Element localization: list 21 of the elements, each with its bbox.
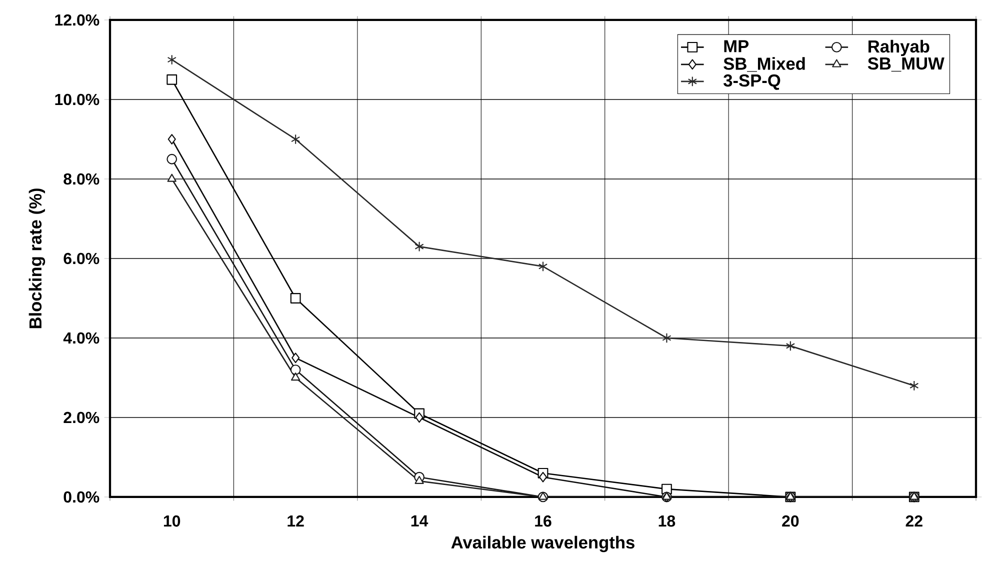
x-tick-label: 22 xyxy=(906,515,922,527)
y-axis-title: Blocking rate (%) xyxy=(28,188,46,328)
legend-label: 3-SP-Q xyxy=(724,74,780,90)
y-tick-label: 8.0% xyxy=(64,173,100,185)
y-tick-label: 12.0% xyxy=(55,14,100,26)
x-axis-title: Available wavelengths xyxy=(451,536,634,552)
y-tick-label: 0.0% xyxy=(64,491,100,503)
x-tick-label: 14 xyxy=(411,515,428,526)
x-tick-label: 18 xyxy=(658,515,676,527)
legend-label: Rahyab xyxy=(868,40,930,56)
x-tick-label: 16 xyxy=(535,515,552,527)
legend-label: MP xyxy=(724,40,749,52)
legend-label: SB_MUW xyxy=(868,57,944,72)
x-tick-label: 10 xyxy=(164,515,180,527)
y-tick-label: 4.0% xyxy=(63,332,100,344)
y-tick-label: 6.0% xyxy=(64,252,100,264)
x-tick-label: 20 xyxy=(782,515,799,527)
y-tick-label: 10.0% xyxy=(55,94,100,106)
legend-label: SB_Mixed xyxy=(724,57,805,72)
x-tick-label: 12 xyxy=(288,515,304,527)
y-tick-label: 2.0% xyxy=(64,412,100,424)
